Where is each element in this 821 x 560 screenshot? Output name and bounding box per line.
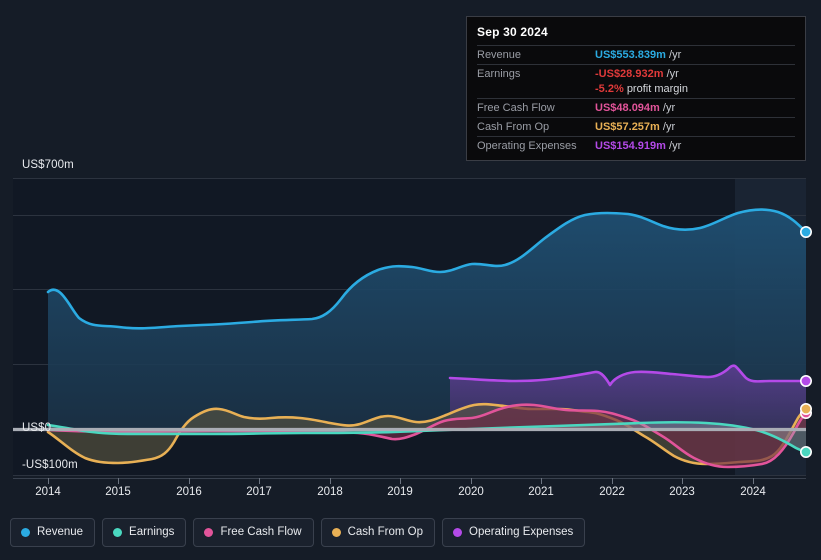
- tooltip-label-free-cash-flow: Free Cash Flow: [477, 98, 595, 118]
- tooltip-unit-operating-expenses: /yr: [669, 140, 682, 152]
- x-tick-2014: 2014: [35, 486, 61, 498]
- tooltip-amount-free-cash-flow: US$48.094m: [595, 102, 660, 114]
- hover-tooltip: Sep 30 2024 Revenue US$553.839m /yr Earn…: [466, 16, 806, 161]
- x-tick-2016: 2016: [176, 486, 202, 498]
- legend-label-cash-from-op: Cash From Op: [347, 526, 424, 538]
- tooltip-amount-profit-margin: -5.2%: [595, 83, 624, 95]
- tooltip-value-revenue: US$553.839m /yr: [595, 45, 795, 65]
- x-tick-2023: 2023: [669, 486, 695, 498]
- tooltip-row-operating-expenses: Operating Expenses US$154.919m /yr: [477, 136, 795, 155]
- tooltip-amount-operating-expenses: US$154.919m: [595, 140, 666, 152]
- endpoint-cash-from-op[interactable]: [799, 402, 812, 415]
- legend-label-earnings: Earnings: [129, 526, 175, 538]
- x-tick-2020: 2020: [458, 486, 484, 498]
- series-area-revenue: [48, 209, 806, 429]
- tooltip-unit-earnings: /yr: [666, 68, 679, 80]
- x-tick-2018: 2018: [317, 486, 343, 498]
- tooltip-label-cash-from-op: Cash From Op: [477, 117, 595, 137]
- tooltip-unit-revenue: /yr: [669, 49, 682, 61]
- x-tick-2024: 2024: [740, 486, 766, 498]
- x-tick-2021: 2021: [528, 486, 554, 498]
- tooltip-label-revenue: Revenue: [477, 45, 595, 65]
- tooltip-amount-revenue: US$553.839m: [595, 49, 666, 61]
- legend-dot-operating-expenses: [453, 528, 463, 537]
- chart-legend: Revenue Earnings Free Cash Flow Cash Fro…: [10, 518, 586, 547]
- x-tick-2017: 2017: [246, 486, 272, 498]
- tooltip-date: Sep 30 2024: [477, 25, 548, 39]
- legend-label-free-cash-flow: Free Cash Flow: [220, 526, 302, 538]
- tooltip-amount-cash-from-op: US$57.257m: [595, 121, 660, 133]
- legend-item-operating-expenses[interactable]: Operating Expenses: [442, 518, 586, 547]
- tooltip-row-cash-from-op: Cash From Op US$57.257m /yr: [477, 117, 795, 137]
- tooltip-unit-free-cash-flow: /yr: [662, 102, 676, 114]
- tooltip-value-cash-from-op: US$57.257m /yr: [595, 117, 795, 137]
- x-tick-2015: 2015: [105, 486, 131, 498]
- x-tick-2022: 2022: [599, 486, 625, 498]
- x-axis-ticks: [48, 478, 754, 484]
- tooltip-value-profit-margin: -5.2% profit margin: [595, 83, 795, 99]
- endpoint-revenue[interactable]: [799, 226, 812, 239]
- legend-item-free-cash-flow[interactable]: Free Cash Flow: [193, 518, 314, 547]
- series-area-free-cash-flow: [48, 404, 806, 467]
- tooltip-label-profit-margin: [477, 83, 595, 99]
- tooltip-label-operating-expenses: Operating Expenses: [477, 136, 595, 155]
- series-line-revenue: [46, 208, 806, 330]
- tooltip-row-free-cash-flow: Free Cash Flow US$48.094m /yr: [477, 98, 795, 118]
- tooltip-value-earnings: -US$28.932m /yr: [595, 64, 795, 83]
- legend-label-operating-expenses: Operating Expenses: [469, 526, 574, 538]
- series-line-cash-from-op: [46, 402, 806, 466]
- endpoint-operating-expenses[interactable]: [799, 374, 812, 387]
- legend-item-earnings[interactable]: Earnings: [102, 518, 187, 547]
- tooltip-amount-earnings: -US$28.932m: [595, 68, 664, 80]
- series-area-cash-from-op: [48, 404, 806, 464]
- legend-item-revenue[interactable]: Revenue: [10, 518, 96, 547]
- endpoint-earnings[interactable]: [799, 445, 812, 458]
- x-tick-2019: 2019: [387, 486, 413, 498]
- series-line-operating-expenses: [448, 364, 806, 387]
- tooltip-row-revenue: Revenue US$553.839m /yr: [477, 45, 795, 65]
- legend-dot-cash-from-op: [331, 528, 341, 537]
- tooltip-table: Revenue US$553.839m /yr Earnings -US$28.…: [477, 45, 795, 155]
- legend-dot-free-cash-flow: [204, 528, 214, 537]
- tooltip-value-operating-expenses: US$154.919m /yr: [595, 136, 795, 155]
- tooltip-unit-profit-margin: profit margin: [626, 83, 688, 95]
- series-endpoint-markers[interactable]: [799, 226, 812, 458]
- legend-item-cash-from-op[interactable]: Cash From Op: [320, 518, 436, 547]
- tooltip-value-free-cash-flow: US$48.094m /yr: [595, 98, 795, 118]
- legend-dot-revenue: [21, 528, 30, 537]
- legend-dot-earnings: [113, 528, 123, 537]
- tooltip-unit-cash-from-op: /yr: [662, 121, 676, 133]
- tooltip-row-earnings: Earnings -US$28.932m /yr: [477, 64, 795, 83]
- tooltip-label-earnings: Earnings: [477, 64, 595, 83]
- legend-label-revenue: Revenue: [37, 526, 84, 538]
- tooltip-row-profit-margin: -5.2% profit margin: [477, 83, 795, 99]
